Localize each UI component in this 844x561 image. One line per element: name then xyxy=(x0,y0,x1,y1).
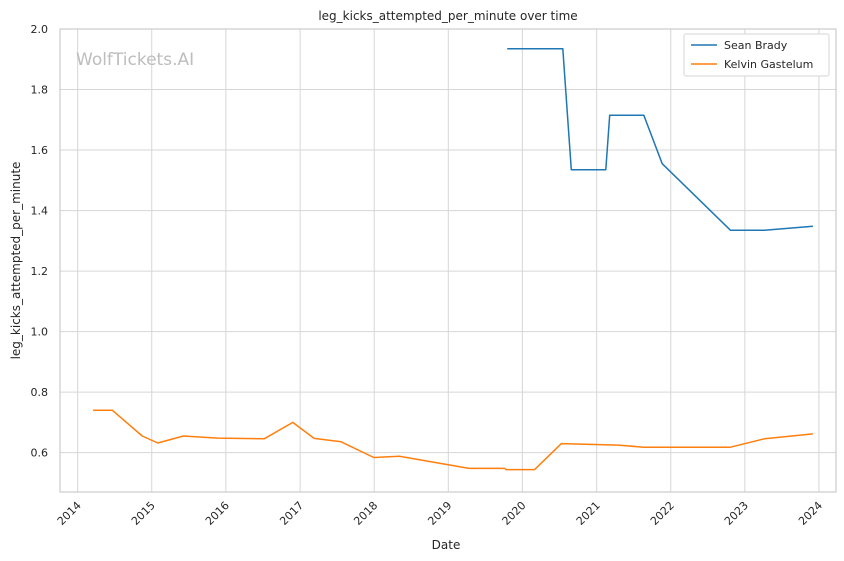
y-tick-label: 0.6 xyxy=(31,447,49,460)
y-axis-title: leg_kicks_attempted_per_minute xyxy=(9,162,23,360)
y-tick-label: 0.8 xyxy=(31,386,49,399)
grid xyxy=(60,28,836,492)
legend: Sean Brady Kelvin Gastelum xyxy=(683,33,830,77)
legend-box xyxy=(683,33,830,77)
legend-label-kelvin-gastelum: Kelvin Gastelum xyxy=(724,58,813,71)
y-tick-label: 1.0 xyxy=(31,326,49,339)
y-tick-label: 1.4 xyxy=(31,205,49,218)
y-axis: 0.6 0.8 1.0 1.2 1.4 1.6 1.8 2.0 xyxy=(31,23,49,460)
series-line-kelvin-gastelum xyxy=(93,409,813,471)
legend-label-sean-brady: Sean Brady xyxy=(724,39,788,52)
y-tick-label: 1.2 xyxy=(31,265,49,278)
plot-frame xyxy=(59,28,837,493)
x-axis: 2014 2015 2016 2017 2018 2019 2020 2021 2022 2023… xyxy=(55,499,825,528)
watermark: WolfTickets.AI xyxy=(76,50,194,70)
series-layer xyxy=(93,47,813,471)
x-axis-title: Date xyxy=(432,538,461,552)
y-tick-label: 1.8 xyxy=(31,84,49,97)
chart-title: leg_kicks_attempted_per_minute over time xyxy=(318,9,577,23)
y-tick-label: 2.0 xyxy=(31,23,49,36)
series-line-sean-brady xyxy=(507,47,813,231)
y-tick-label: 1.6 xyxy=(31,144,49,157)
